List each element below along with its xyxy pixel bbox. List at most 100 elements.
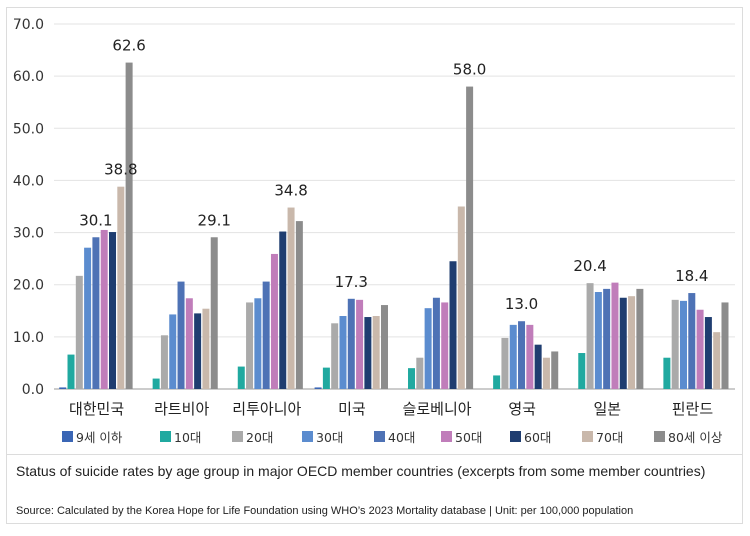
bar-30대: [594, 292, 602, 389]
bar-70대: [202, 308, 210, 389]
data-label: 34.8: [274, 182, 307, 200]
bar-40대: [432, 297, 440, 389]
caption-divider: [6, 454, 743, 455]
data-label: 62.6: [112, 37, 145, 55]
bar-60대: [364, 317, 372, 389]
bar-80세 이상: [551, 351, 559, 389]
data-label: 38.8: [104, 161, 137, 179]
bar-80세 이상: [210, 237, 218, 389]
bar-20대: [671, 299, 679, 389]
y-tick-label: 50.0: [13, 121, 44, 137]
bar-60대: [279, 231, 287, 389]
y-tick-label: 10.0: [13, 330, 44, 346]
data-label: 13.0: [505, 295, 538, 313]
bar-80세 이상: [721, 302, 729, 389]
y-tick-label: 60.0: [13, 69, 44, 85]
bar-30대: [509, 324, 517, 389]
bar-60대: [449, 261, 457, 389]
bar-9세 이하: [314, 387, 322, 389]
bar-10대: [67, 354, 75, 389]
legend-label: 20대: [246, 430, 273, 445]
bar-50대: [441, 302, 449, 389]
legend-swatch: [232, 431, 243, 442]
bar-10대: [493, 375, 501, 389]
bar-60대: [109, 232, 117, 389]
bar-30대: [424, 308, 432, 389]
legend-label: 50대: [455, 430, 482, 445]
chart-frame: [6, 7, 743, 524]
bar-10대: [578, 353, 586, 389]
bar-10대: [322, 367, 330, 389]
bar-60대: [534, 344, 542, 389]
y-tick-label: 40.0: [13, 173, 44, 189]
data-label: 30.1: [79, 211, 112, 229]
legend-label: 70대: [596, 430, 623, 445]
legend-label: 9세 이하: [76, 430, 123, 445]
bar-50대: [270, 253, 278, 389]
bar-80세 이상: [380, 305, 388, 389]
y-tick-label: 70.0: [13, 17, 44, 33]
bar-50대: [611, 282, 619, 389]
bar-9세 이하: [59, 387, 67, 389]
bar-60대: [704, 317, 712, 389]
bar-70대: [117, 186, 125, 389]
legend-swatch: [654, 431, 665, 442]
legend-swatch: [374, 431, 385, 442]
data-label: 58.0: [453, 61, 486, 79]
x-tick-label: 대한민국: [69, 400, 124, 418]
y-tick-label: 30.0: [13, 226, 44, 242]
bar-20대: [246, 302, 254, 389]
bar-40대: [347, 298, 355, 389]
legend-label: 60대: [524, 430, 551, 445]
bar-80세 이상: [466, 86, 474, 390]
x-tick-label: 미국: [338, 400, 366, 418]
bar-70대: [457, 206, 465, 389]
legend-swatch: [510, 431, 521, 442]
bar-40대: [177, 281, 185, 389]
legend-swatch: [160, 431, 171, 442]
bar-20대: [416, 357, 424, 389]
bar-60대: [194, 313, 202, 389]
bar-30대: [169, 314, 177, 389]
bar-50대: [185, 298, 193, 389]
legend-swatch: [582, 431, 593, 442]
data-label: 20.4: [573, 257, 606, 275]
legend-label: 10대: [174, 430, 201, 445]
x-tick-label: 일본: [594, 400, 622, 418]
legend-swatch: [62, 431, 73, 442]
bar-30대: [254, 298, 262, 389]
bar-50대: [526, 324, 534, 389]
bar-50대: [696, 309, 704, 389]
bar-40대: [262, 281, 270, 389]
bar-50대: [356, 299, 364, 389]
bar-50대: [100, 229, 108, 389]
bar-20대: [331, 323, 339, 389]
y-tick-label: 20.0: [13, 278, 44, 294]
legend-label: 30대: [316, 430, 343, 445]
bar-70대: [542, 357, 550, 389]
x-tick-label: 슬로베니아: [403, 400, 472, 418]
legend-label: 80세 이상: [668, 430, 723, 445]
bar-70대: [713, 332, 721, 389]
bar-20대: [160, 335, 168, 389]
bar-80세 이상: [636, 288, 644, 389]
bar-30대: [84, 247, 92, 389]
bar-40대: [603, 288, 611, 389]
bar-10대: [152, 378, 160, 389]
bar-chart: 0.0 10.0 20.0 30.0 40.0 50.0 60.0 70.0 대한민국 라트비아 리…: [13, 17, 735, 445]
legend-swatch: [441, 431, 452, 442]
bar-10대: [237, 366, 245, 389]
chart-source: Source: Calculated by the Korea Hope for…: [16, 505, 634, 517]
bar-60대: [619, 297, 627, 389]
x-tick-label: 핀란드: [672, 400, 714, 418]
bar-30대: [679, 300, 687, 389]
bar-20대: [501, 337, 509, 389]
x-tick-label: 라트비아: [154, 400, 209, 418]
x-tick-label: 영국: [508, 400, 536, 418]
bar-40대: [92, 237, 100, 389]
data-label: 18.4: [675, 267, 708, 285]
bar-30대: [339, 316, 347, 389]
data-label: 29.1: [198, 211, 231, 229]
bar-70대: [287, 207, 295, 389]
